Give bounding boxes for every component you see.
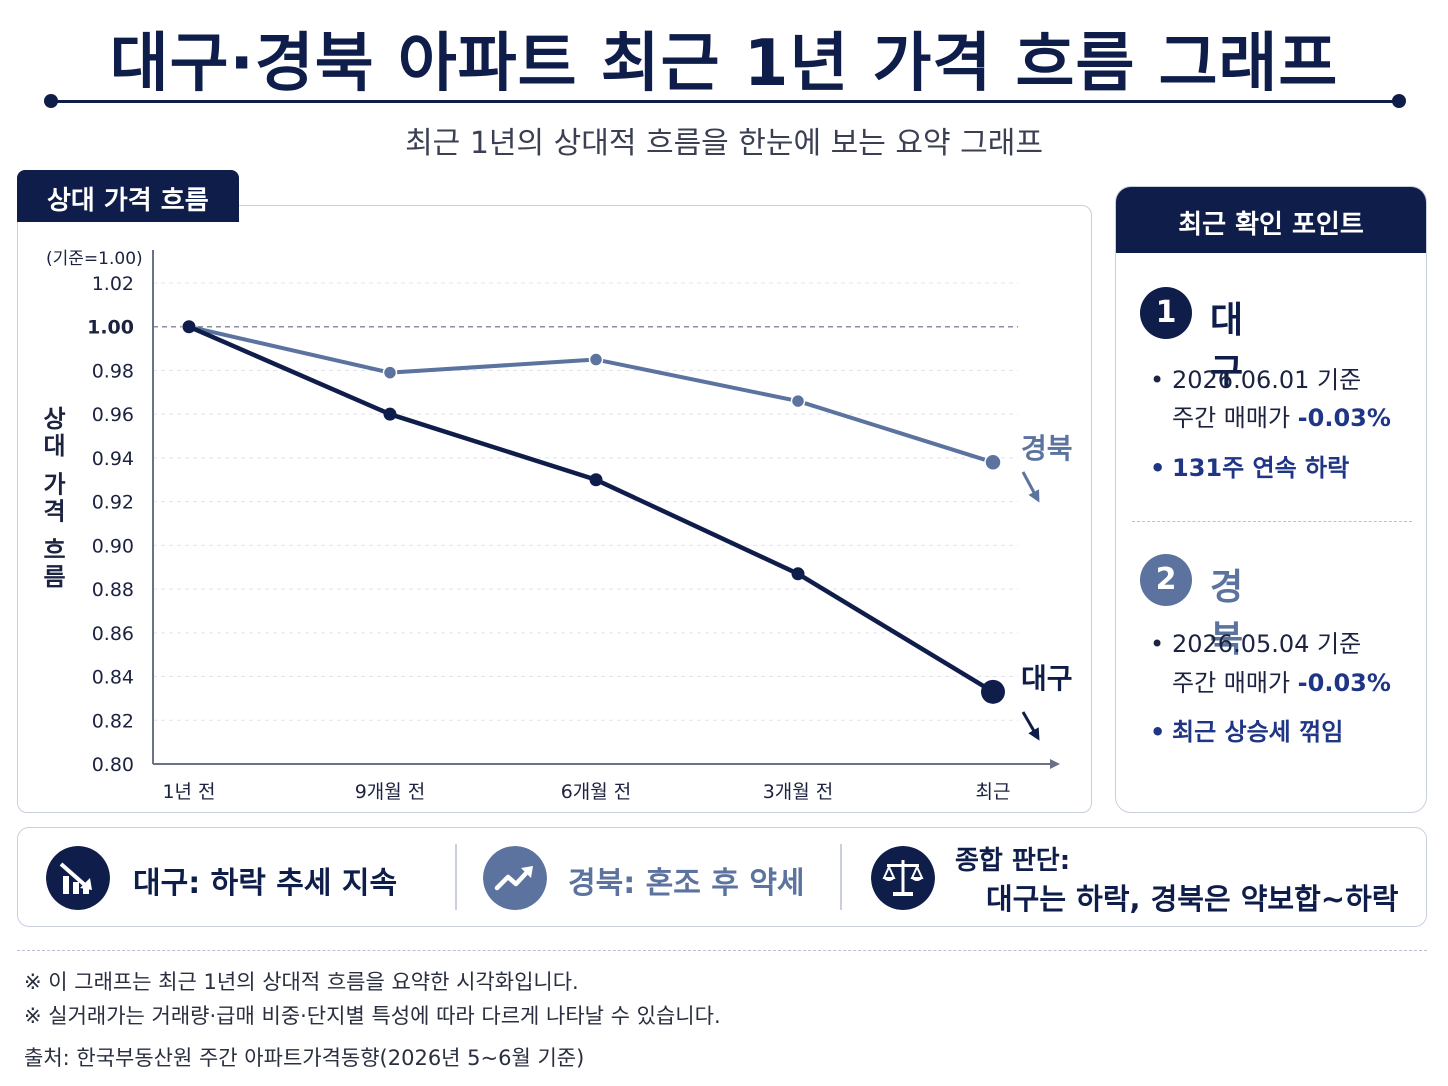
trend-line-icon	[483, 846, 547, 910]
data-point	[981, 679, 1005, 704]
point-date: • 2026.06.01 기준	[1150, 361, 1361, 399]
data-point	[791, 567, 805, 581]
point-change: 주간 매매가 -0.03%	[1172, 669, 1391, 697]
y-tick-label: 0.84	[92, 667, 134, 689]
point-highlight: • 최근 상승세 꺾임	[1150, 713, 1343, 751]
y-tick-label: 0.82	[92, 710, 134, 732]
page-subtitle: 최근 1년의 상대적 흐름을 한눈에 보는 요약 그래프	[405, 126, 1043, 161]
page-title: 대구·경북 아파트 최근 1년 가격 흐름 그래프	[109, 27, 1339, 101]
series-line-gyeongbuk	[187, 324, 995, 465]
chart-tab: 상대 가격 흐름	[17, 170, 239, 222]
data-point	[790, 393, 806, 409]
bullet-dot: •	[1150, 454, 1166, 482]
series-line-daegu	[186, 324, 996, 695]
bullet-dot: •	[1150, 366, 1165, 394]
chart-down-icon	[46, 846, 110, 910]
x-tick-label: 9개월 전	[355, 781, 426, 803]
y-tick-label: 0.98	[92, 360, 134, 382]
bullet-dot: •	[1150, 630, 1165, 658]
summary-separator	[840, 844, 842, 910]
data-point	[588, 352, 604, 367]
summary-judgement: 대구는 하락, 경북은 약보합~하락	[986, 882, 1399, 916]
point-name: 대구	[1210, 300, 1244, 393]
y-tick-label: 0.80	[92, 754, 134, 776]
footnote-1: ※ 이 그래프는 최근 1년의 상대적 흐름을 요약한 시각화입니다.	[24, 970, 579, 994]
source-note: 출처: 한국부동산원 주간 아파트가격동향(2026년 5~6월 기준)	[24, 1046, 585, 1070]
down-arrow-icon	[1021, 471, 1040, 503]
footnote-2: ※ 실거래가는 거래량·급매 비중·단지별 특성에 따라 다르게 나타날 수 있…	[24, 1004, 721, 1028]
series-end-label-gyeongbuk: 경북	[1021, 432, 1073, 465]
point-change: 주간 매매가 -0.03%	[1172, 404, 1391, 432]
summary-daegu: 대구: 하락 추세 지속	[133, 866, 398, 901]
y-tick-label: 0.90	[92, 535, 134, 557]
title-rule	[50, 100, 1400, 103]
y-tick-label: 0.94	[92, 448, 134, 470]
y-tick-label: 0.96	[92, 404, 134, 426]
y-axis-label: 상대 가격 흐름	[38, 406, 66, 591]
footnote-divider	[17, 950, 1427, 951]
data-point	[382, 365, 398, 380]
point-date: • 2026.05.04 기준	[1150, 625, 1361, 663]
chart-panel: 0.80 0.82 0.84 0.86 0.88 0.90 0.92 0.94 0.96 0.98…	[17, 205, 1092, 813]
number-badge: 2	[1140, 554, 1192, 606]
number-badge: 1	[1140, 287, 1192, 339]
y-tick-label: 0.88	[92, 579, 134, 601]
y-tick-label: 0.86	[92, 623, 134, 645]
data-point	[182, 320, 196, 334]
y-tick-label: 0.92	[92, 492, 134, 514]
series-end-label-daegu: 대구	[1021, 662, 1073, 695]
x-tick-label: 1년 전	[162, 781, 215, 803]
data-point	[984, 453, 1002, 472]
x-tick-label: 6개월 전	[561, 781, 632, 803]
balance-scale-icon	[871, 846, 935, 910]
recent-points-card: 최근 확인 포인트 1 대구 • 2026.06.01 기준 주간 매매가 -0.…	[1115, 186, 1427, 813]
relative-price-chart: 0.80 0.82 0.84 0.86 0.88 0.90 0.92 0.94 0.96 0.98…	[38, 249, 1073, 803]
y-tick-label: 1.02	[92, 273, 134, 295]
data-point	[383, 407, 397, 421]
summary-bar: 대구: 하락 추세 지속 경북: 혼조 후 약세 종합 판단: 대구는 하락, …	[17, 827, 1427, 927]
summary-separator	[455, 844, 457, 910]
point-highlight: • 131주 연속 하락	[1150, 449, 1349, 487]
y-tick-label: 1.00	[87, 317, 134, 339]
data-point	[589, 473, 603, 487]
x-tick-label: 3개월 전	[763, 781, 834, 803]
summary-judgement-label: 종합 판단:	[955, 846, 1071, 876]
card-title: 최근 확인 포인트	[1116, 187, 1426, 253]
down-arrow-icon	[1021, 711, 1040, 741]
bullet-dot: •	[1150, 718, 1166, 746]
x-tick-label: 최근	[976, 781, 1011, 803]
rule-dot-left	[44, 94, 58, 108]
rule-dot-right	[1392, 94, 1406, 108]
point-name: 경북	[1210, 567, 1244, 660]
summary-gyeongbuk: 경북: 혼조 후 약세	[568, 866, 805, 901]
y-unit-note: (기준=1.00)	[46, 249, 143, 269]
card-divider	[1132, 521, 1412, 522]
